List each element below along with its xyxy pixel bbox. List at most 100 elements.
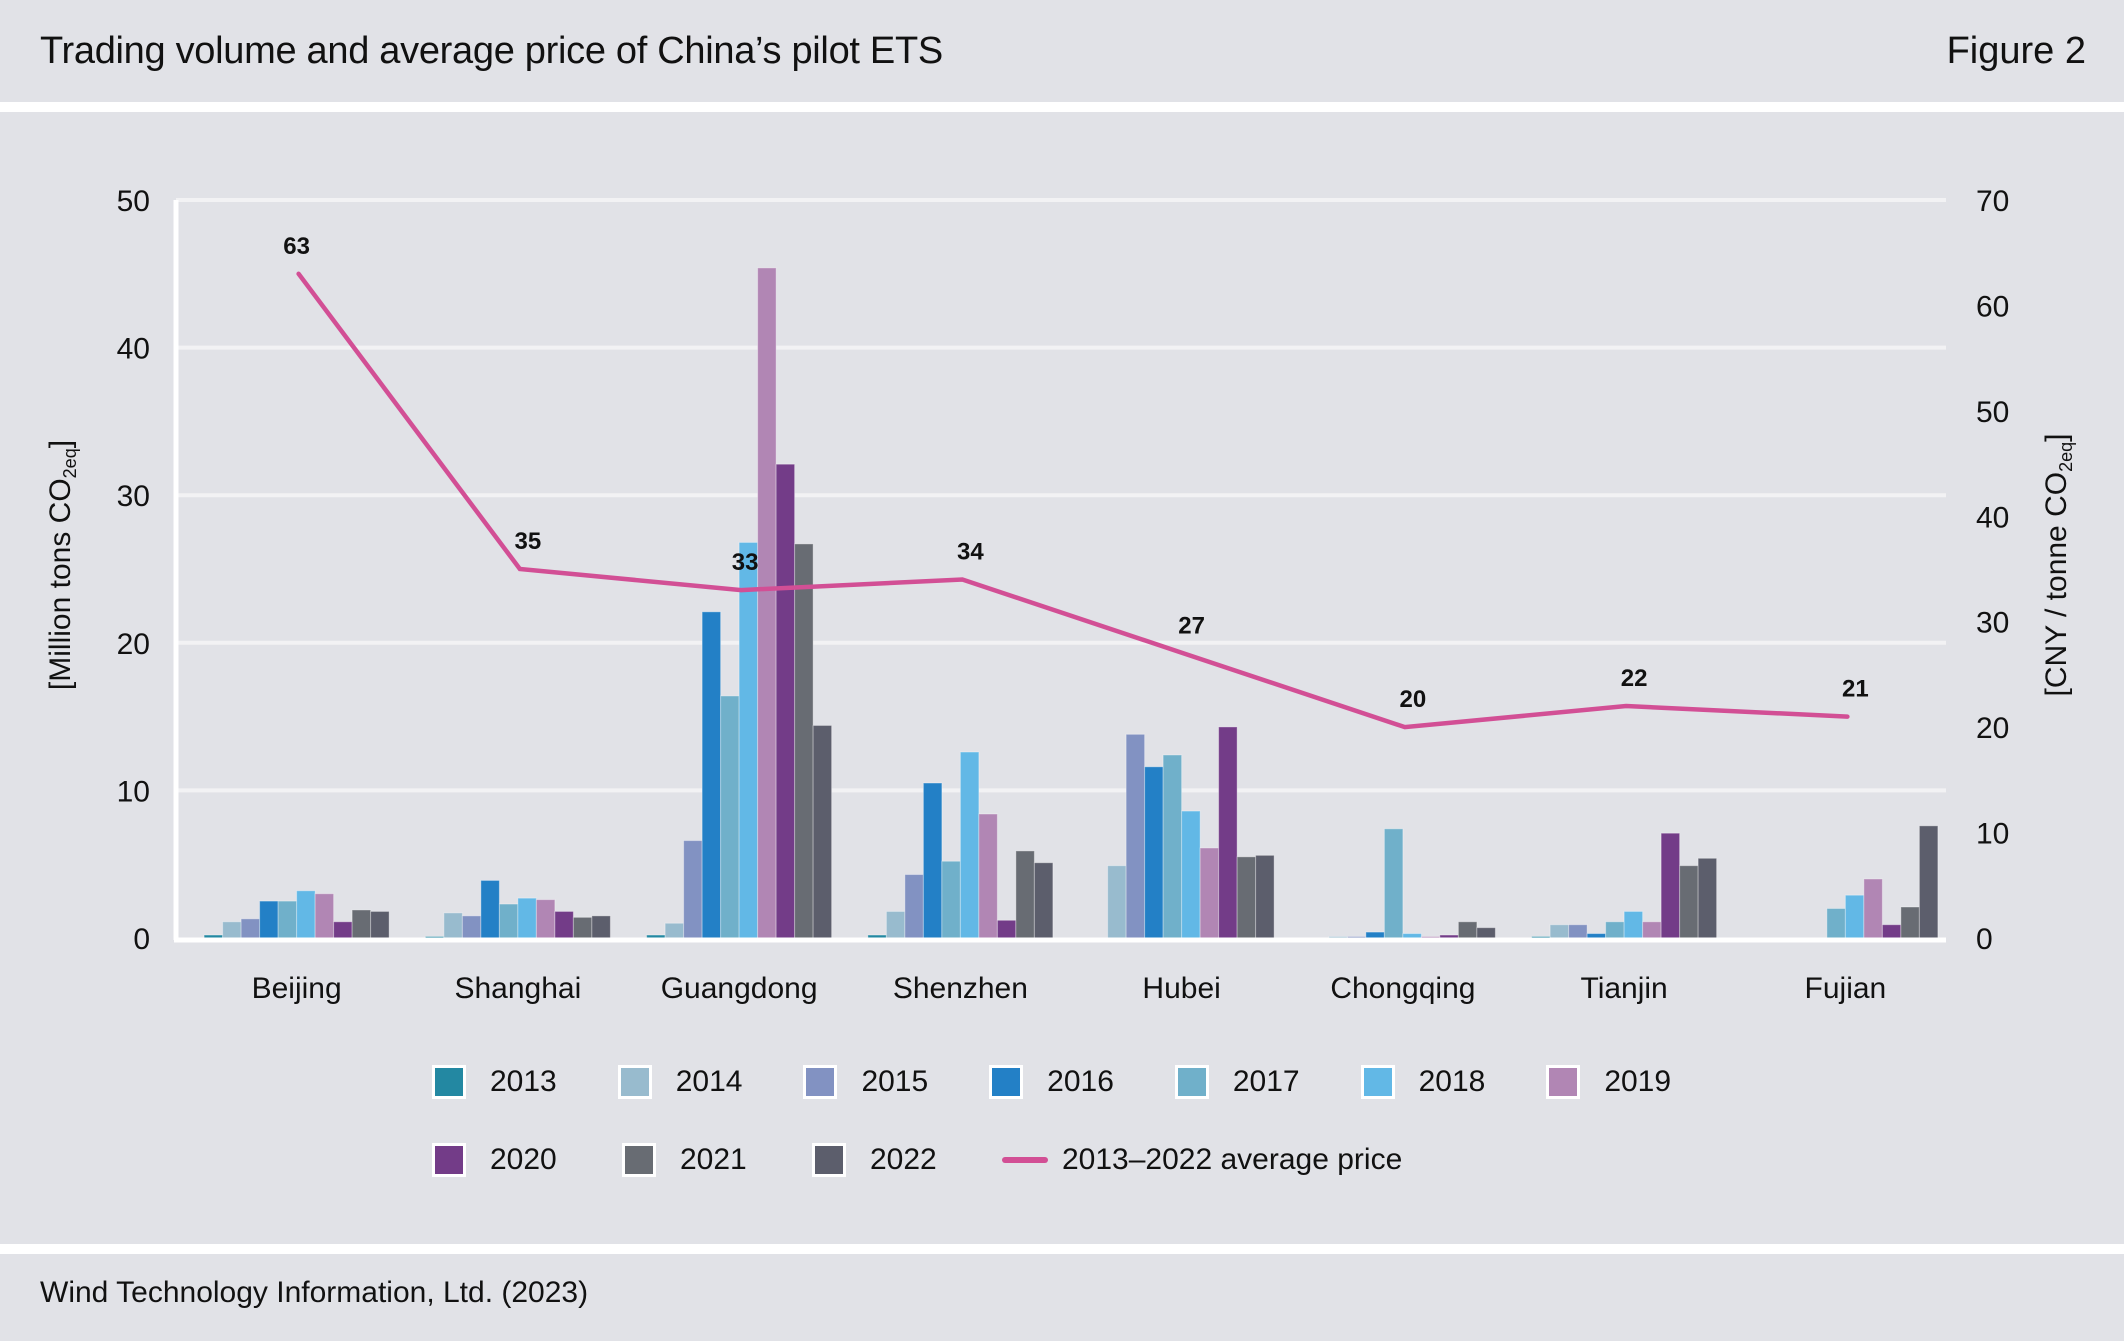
bar-2022-fujian bbox=[1918, 825, 1939, 939]
legend-item: 2013 bbox=[432, 1065, 618, 1099]
price-data-label: 20 bbox=[1400, 686, 1427, 713]
bar-2017-shenzhen bbox=[941, 860, 961, 939]
legend-swatch bbox=[812, 1143, 846, 1177]
bar-2020-shanghai bbox=[554, 910, 574, 939]
legend-item: 2018 bbox=[1360, 1065, 1547, 1099]
bar-2022-hubei bbox=[1255, 854, 1275, 939]
bar-2015-tianjin bbox=[1568, 924, 1588, 939]
price-data-label: 35 bbox=[515, 528, 542, 555]
bars bbox=[203, 267, 1939, 939]
x-tick-label: Shanghai bbox=[454, 972, 581, 1005]
bar-2015-guangdong bbox=[683, 840, 703, 939]
bar-2015-beijing bbox=[240, 918, 261, 939]
legend-item: 2015 bbox=[803, 1065, 989, 1099]
axes: 0 10 20 30 40 50 0 10 20 30 40 50 60 70 Beijing Shangha… bbox=[117, 185, 2010, 1005]
legend-item: 2013–2022 average price bbox=[1002, 1143, 1502, 1177]
price-data-label: 63 bbox=[283, 233, 310, 260]
bar-2020-guangdong bbox=[775, 463, 796, 939]
legend-label: 2013 bbox=[490, 1065, 557, 1098]
y2-tick-label: 0 bbox=[1976, 923, 1993, 956]
bar-2021-tianjin bbox=[1679, 865, 1699, 939]
legend-label: 2013–2022 average price bbox=[1062, 1143, 1403, 1176]
legend-item: 2022 bbox=[812, 1143, 1002, 1177]
bar-2021-hubei bbox=[1236, 856, 1257, 939]
legend-swatch bbox=[989, 1065, 1024, 1099]
bar-2021-shenzhen bbox=[1015, 850, 1035, 939]
labels: 63 35 33 34 27 20 22 21 bbox=[283, 233, 1868, 713]
bar-2021-chongqing bbox=[1457, 921, 1478, 939]
y2-tick-label: 40 bbox=[1976, 501, 2009, 534]
bar-2018-shenzhen bbox=[959, 751, 980, 939]
bar-2017-hubei bbox=[1162, 754, 1183, 939]
x-tick-label: Tianjin bbox=[1580, 972, 1667, 1005]
y-tick-label: 50 bbox=[117, 185, 150, 218]
bar-2020-beijing bbox=[333, 921, 353, 939]
price-line bbox=[296, 271, 1850, 730]
bar-2022-shenzhen bbox=[1033, 862, 1054, 939]
bar-2017-tianjin bbox=[1605, 921, 1625, 939]
bar-2016-beijing bbox=[259, 900, 279, 939]
bar-2015-shanghai bbox=[461, 915, 482, 939]
source-note: Wind Technology Information, Ltd. (2023) bbox=[40, 1276, 589, 1309]
legend-line-swatch bbox=[1002, 1157, 1048, 1163]
legend-label: 2014 bbox=[675, 1065, 743, 1098]
legend-swatch bbox=[1546, 1065, 1581, 1099]
x-tick-label: Shenzhen bbox=[893, 972, 1028, 1005]
bar-2015-shenzhen bbox=[904, 874, 924, 939]
bar-2018-shanghai bbox=[517, 897, 537, 939]
header-band: Trading volume and average price of Chin… bbox=[0, 0, 2124, 102]
bar-2017-guangdong bbox=[720, 695, 740, 939]
bar-2022-chongqing bbox=[1476, 927, 1496, 939]
y-tick-label: 40 bbox=[117, 333, 150, 366]
bar-2018-guangdong bbox=[738, 541, 759, 939]
y2-tick-label: 50 bbox=[1976, 396, 2009, 429]
y2-tick-label: 30 bbox=[1976, 607, 2009, 640]
bar-2016-guangdong bbox=[701, 611, 722, 939]
legend-item: 2021 bbox=[622, 1143, 812, 1177]
y-tick-label: 0 bbox=[133, 923, 150, 956]
legend-item: 2016 bbox=[989, 1065, 1175, 1099]
legend-label: 2019 bbox=[1604, 1065, 1672, 1098]
bar-2019-tianjin bbox=[1642, 921, 1662, 939]
bar-2020-tianjin bbox=[1660, 832, 1681, 939]
x-tick-label: Hubei bbox=[1142, 972, 1220, 1005]
chart: 0 10 20 30 40 50 0 10 20 30 40 50 60 70 Beijing Shangha… bbox=[44, 185, 2076, 1005]
price-data-label: 33 bbox=[732, 549, 759, 576]
x-tick-label: Fujian bbox=[1805, 972, 1887, 1005]
legend-label: 2018 bbox=[1418, 1065, 1486, 1098]
bar-2022-beijing bbox=[370, 910, 390, 939]
y2-tick-label: 20 bbox=[1976, 712, 2009, 745]
legend-swatch bbox=[617, 1065, 652, 1099]
bar-2014-guangdong bbox=[664, 922, 685, 939]
legend-swatch bbox=[1174, 1065, 1209, 1099]
legend-item: 2020 bbox=[432, 1143, 622, 1177]
y-tick-label: 30 bbox=[117, 480, 150, 513]
legend-label: 2017 bbox=[1232, 1065, 1300, 1098]
y2-axis-title: [CNY / tonne CO2eq] bbox=[2040, 434, 2076, 697]
bar-2021-beijing bbox=[351, 909, 372, 939]
bar-2016-shanghai bbox=[480, 879, 500, 939]
legend-label: 2016 bbox=[1047, 1065, 1114, 1098]
bar-2015-hubei bbox=[1125, 733, 1146, 939]
bar-2019-shenzhen bbox=[978, 813, 998, 939]
legend-label: 2015 bbox=[861, 1065, 929, 1098]
bar-2016-tianjin bbox=[1586, 933, 1607, 939]
legend-item: 2017 bbox=[1174, 1065, 1361, 1099]
chart-panel: 0 10 20 30 40 50 0 10 20 30 40 50 60 70 Beijing Shangha… bbox=[0, 112, 2124, 1244]
bar-2020-fujian bbox=[1881, 924, 1902, 939]
y2-tick-label: 60 bbox=[1976, 290, 2009, 323]
price-data-label: 34 bbox=[957, 539, 984, 566]
legend-swatch bbox=[432, 1143, 466, 1177]
bar-2017-chongqing bbox=[1383, 828, 1404, 939]
bar-2014-shenzhen bbox=[885, 910, 906, 939]
legend-item: 2014 bbox=[617, 1065, 804, 1099]
bar-2016-hubei bbox=[1144, 766, 1164, 939]
bar-2018-fujian bbox=[1844, 894, 1865, 939]
chart-title: Trading volume and average price of Chin… bbox=[40, 30, 943, 72]
legend-item: 2019 bbox=[1546, 1065, 1732, 1099]
legend-swatch bbox=[622, 1143, 656, 1177]
bar-2014-beijing bbox=[222, 921, 242, 939]
bar-2019-guangdong bbox=[757, 267, 777, 939]
bar-2022-tianjin bbox=[1697, 857, 1718, 939]
bar-2021-guangdong bbox=[794, 543, 814, 939]
